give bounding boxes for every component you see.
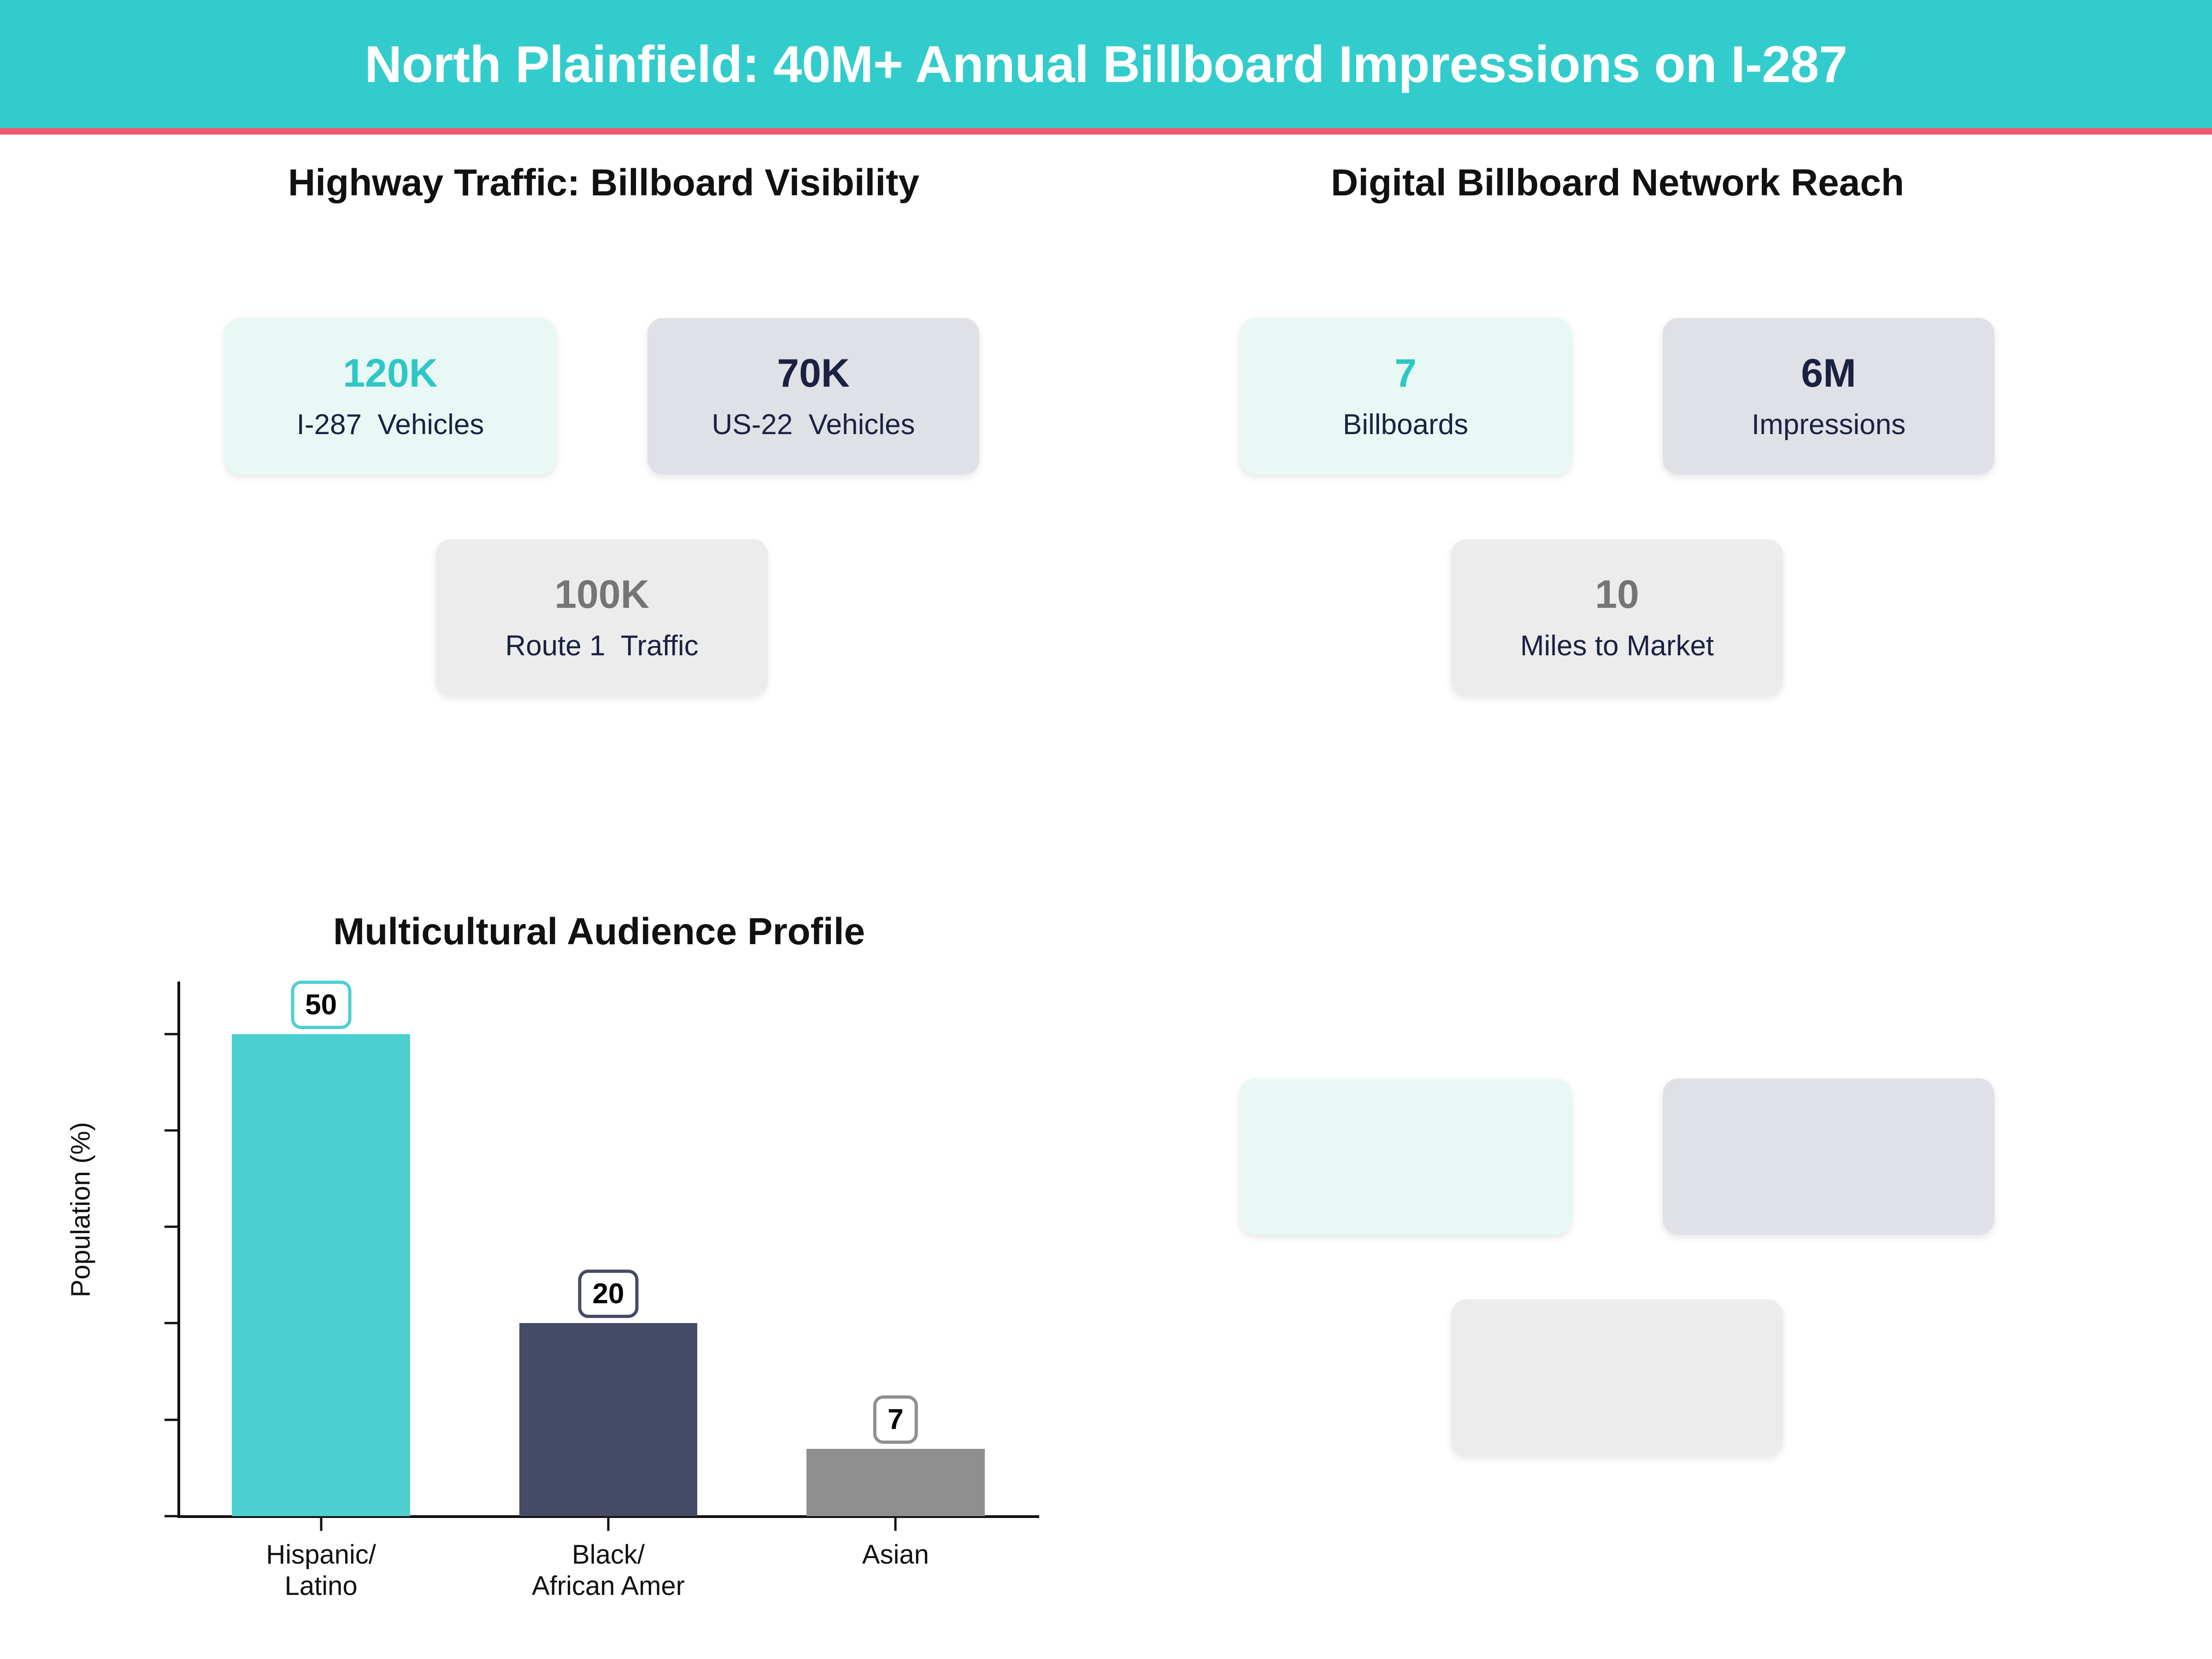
header-band: North Plainfield: 40M+ Annual Billboard …	[0, 0, 2212, 128]
chart-y-tick-mark	[165, 1322, 177, 1324]
kpi-card-miles-to-market[interactable]: 10 Miles to Market	[1451, 539, 1783, 696]
chart-bar-value-label: 20	[578, 1270, 639, 1318]
kpi-card-billboards[interactable]: 7 Billboards	[1240, 318, 1571, 475]
chart-bar[interactable]	[232, 1034, 410, 1516]
chart-x-tick-label: Black/ African Amer	[532, 1540, 685, 1601]
chart-x-tick-mark	[320, 1518, 323, 1531]
kpi-value: 70K	[777, 351, 850, 395]
kpi-value: 7	[1394, 351, 1417, 395]
page-title: North Plainfield: 40M+ Annual Billboard …	[365, 35, 1847, 93]
kpi-card-regional-pop[interactable]	[1451, 1300, 1783, 1456]
kpi-value: 120K	[343, 351, 438, 395]
header-accent-stripe	[0, 128, 2212, 135]
chart-bar[interactable]	[519, 1323, 698, 1516]
kpi-value: 6M	[1801, 351, 1856, 395]
chart-bar[interactable]	[806, 1448, 985, 1516]
kpi-value: 100K	[554, 572, 649, 617]
chart-bar-value-label: 7	[873, 1395, 918, 1444]
chart-y-axis-line	[177, 982, 180, 1517]
chart-x-tick-mark	[894, 1518, 897, 1531]
kpi-value: 10	[1595, 572, 1639, 617]
kpi-card-drive-to-work[interactable]	[1240, 1078, 1571, 1235]
kpi-label: Billboards	[1342, 409, 1469, 441]
chart-x-tick-label: Hispanic/ Latino	[266, 1540, 376, 1601]
chart-y-tick-mark	[165, 1225, 177, 1228]
chart-x-tick-mark	[607, 1518, 610, 1531]
panel-title-multicultural-audience-profile: Multicultural Audience Profile	[333, 911, 865, 953]
chart-bar-value-label: 50	[291, 980, 352, 1029]
kpi-label: Route 1 Traffic	[505, 630, 699, 662]
chart-y-tick-mark	[165, 1515, 177, 1518]
kpi-label: Miles to Market	[1520, 630, 1714, 662]
kpi-card-i287-vehicles[interactable]: 120K I-287 Vehicles	[224, 318, 556, 475]
panel-title-digital-billboard-network-reach: Digital Billboard Network Reach	[1331, 162, 1904, 204]
kpi-card-per-sq-mile[interactable]	[1663, 1078, 1994, 1235]
panel-title-highway-traffic: Highway Traffic: Billboard Visibility	[288, 162, 919, 204]
chart-y-tick-mark	[165, 1418, 177, 1421]
chart-x-tick-label: Asian	[862, 1540, 929, 1570]
kpi-card-us22-vehicles[interactable]: 70K US-22 Vehicles	[647, 318, 979, 475]
kpi-label: I-287 Vehicles	[296, 409, 484, 441]
kpi-label: Impressions	[1751, 409, 1906, 441]
kpi-label: US-22 Vehicles	[712, 409, 915, 441]
chart-y-tick-mark	[165, 1129, 177, 1132]
chart-y-tick-mark	[165, 1033, 177, 1035]
kpi-card-impressions[interactable]: 6M Impressions	[1663, 318, 1994, 475]
kpi-card-route1-traffic[interactable]: 100K Route 1 Traffic	[436, 539, 768, 696]
chart-x-axis-line	[177, 1515, 1039, 1518]
